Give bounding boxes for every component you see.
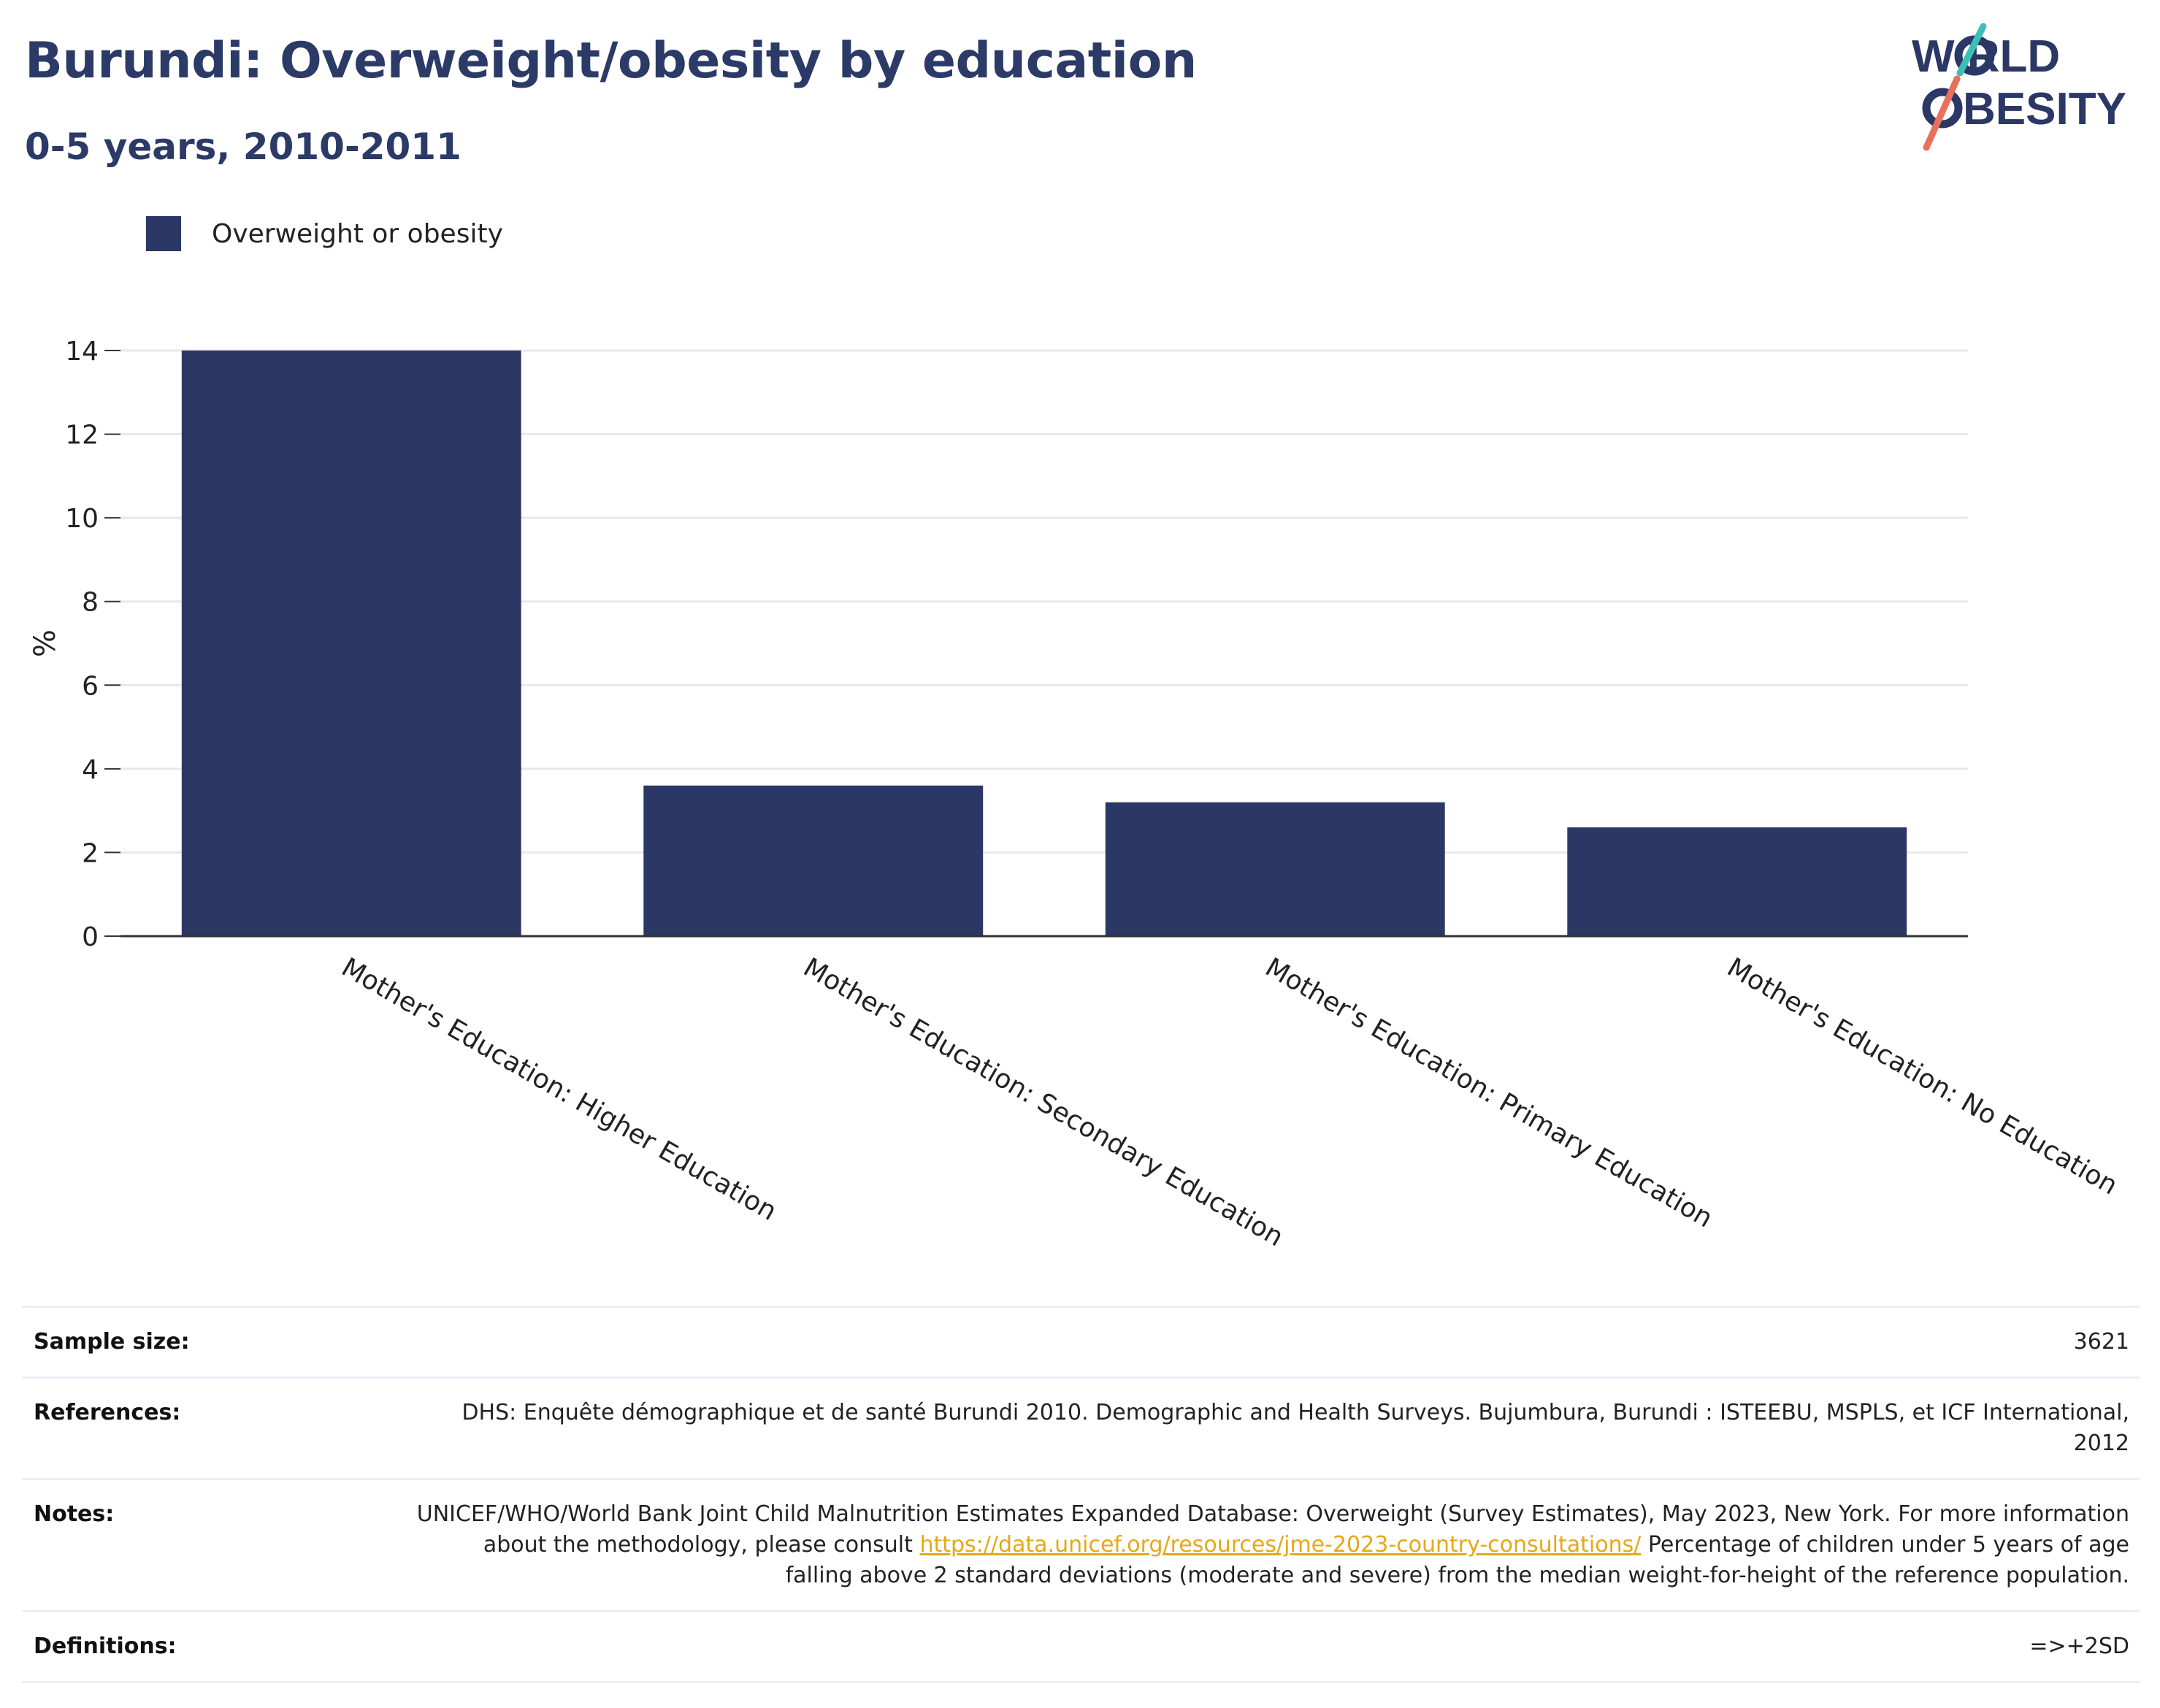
bar [1567,827,1907,936]
y-tick-label: 0 [82,922,99,952]
definitions-label: Definitions: [34,1634,177,1659]
info-row-notes: Notes: UNICEF/WHO/World Bank Joint Child… [22,1478,2140,1610]
sample-size-value: 3621 [2073,1329,2129,1355]
definitions-value: =>+2SD [2029,1634,2129,1659]
y-tick-label: 14 [65,337,99,367]
logo-line-2: BESITY [1963,84,2126,134]
notes-link[interactable]: https://data.unicef.org/resources/jme-20… [919,1532,1642,1558]
info-row-references: References: DHS: Enquête démographique e… [22,1376,2140,1478]
chart-subtitle: 0-5 years, 2010-2011 [25,126,462,168]
notes-label: Notes: [34,1501,115,1527]
world-obesity-logo: W RLD BESITY [1912,23,2126,151]
logo-slash-coral [1923,75,1961,151]
notes-text-2: Percentage of children under 5 years of … [785,1532,2129,1588]
info-row-definitions: Definitions: =>+2SD [22,1610,2140,1683]
x-tick-label: Mother's Education: Higher Education [337,952,782,1227]
chart-legend[interactable]: Overweight or obesity [146,216,503,251]
references-value: DHS: Enquête démographique et de santé B… [462,1400,2129,1456]
bar [643,785,984,936]
y-tick-label: 8 [82,588,99,618]
bar [181,351,521,936]
y-tick-label: 12 [65,421,99,451]
notes-text-1: UNICEF/WHO/World Bank Joint Child Malnut… [416,1501,2129,1558]
bar [1105,802,1445,936]
chart-title: Burundi: Overweight/obesity by education [25,32,1197,90]
y-tick-label: 6 [82,671,99,701]
legend-swatch [146,216,181,251]
references-label: References: [34,1400,181,1425]
x-tick-label: Mother's Education: No Education [1722,952,2122,1200]
info-table: Sample size: 3621 References: DHS: Enquê… [22,1306,2140,1683]
x-tick-label: Mother's Education: Primary Education [1260,952,1717,1233]
x-tick-label: Mother's Education: Secondary Education [798,952,1288,1252]
y-tick-label: 4 [82,755,99,785]
legend-label: Overweight or obesity [212,218,503,249]
logo-slash-teal [1956,23,1987,77]
y-axis-label: % [28,629,62,657]
notes-value: UNICEF/WHO/World Bank Joint Child Malnut… [413,1499,2129,1591]
logo-o-bottom [1922,88,1963,129]
y-tick-label: 10 [65,504,99,534]
bar-chart: 0 2 4 6 8 10 12 14% Mother's Education: Higher E… [28,337,2123,1252]
sample-size-label: Sample size: [34,1329,190,1355]
y-tick-label: 2 [82,838,99,868]
info-row-sample-size: Sample size: 3621 [22,1306,2140,1376]
